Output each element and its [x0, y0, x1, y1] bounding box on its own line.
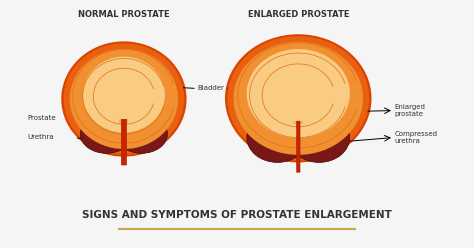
Text: Urine: Urine	[110, 81, 128, 87]
Text: Urine: Urine	[284, 81, 303, 87]
Text: SIGNS AND SYMPTOMS OF PROSTATE ENLARGEMENT: SIGNS AND SYMPTOMS OF PROSTATE ENLARGEME…	[82, 210, 392, 220]
Ellipse shape	[80, 115, 132, 153]
Ellipse shape	[116, 115, 167, 153]
Ellipse shape	[247, 113, 308, 162]
FancyBboxPatch shape	[293, 121, 303, 124]
Ellipse shape	[64, 43, 184, 155]
Text: Compressed
urethra: Compressed urethra	[395, 131, 438, 144]
Text: NORMAL PROSTATE: NORMAL PROSTATE	[78, 10, 170, 19]
FancyBboxPatch shape	[119, 120, 128, 124]
Ellipse shape	[228, 36, 369, 160]
Ellipse shape	[289, 113, 350, 162]
FancyBboxPatch shape	[296, 121, 300, 172]
Ellipse shape	[246, 49, 350, 138]
Ellipse shape	[61, 41, 187, 157]
Text: ENLARGED PROSTATE: ENLARGED PROSTATE	[247, 10, 349, 19]
Text: Prostate: Prostate	[27, 115, 56, 121]
FancyBboxPatch shape	[121, 119, 127, 165]
Text: Urethra: Urethra	[27, 134, 54, 140]
Text: Bladder: Bladder	[198, 86, 225, 92]
Ellipse shape	[234, 42, 363, 155]
Ellipse shape	[83, 57, 165, 133]
Ellipse shape	[70, 49, 178, 149]
Ellipse shape	[225, 34, 372, 162]
Text: Enlarged
prostate: Enlarged prostate	[395, 104, 426, 117]
